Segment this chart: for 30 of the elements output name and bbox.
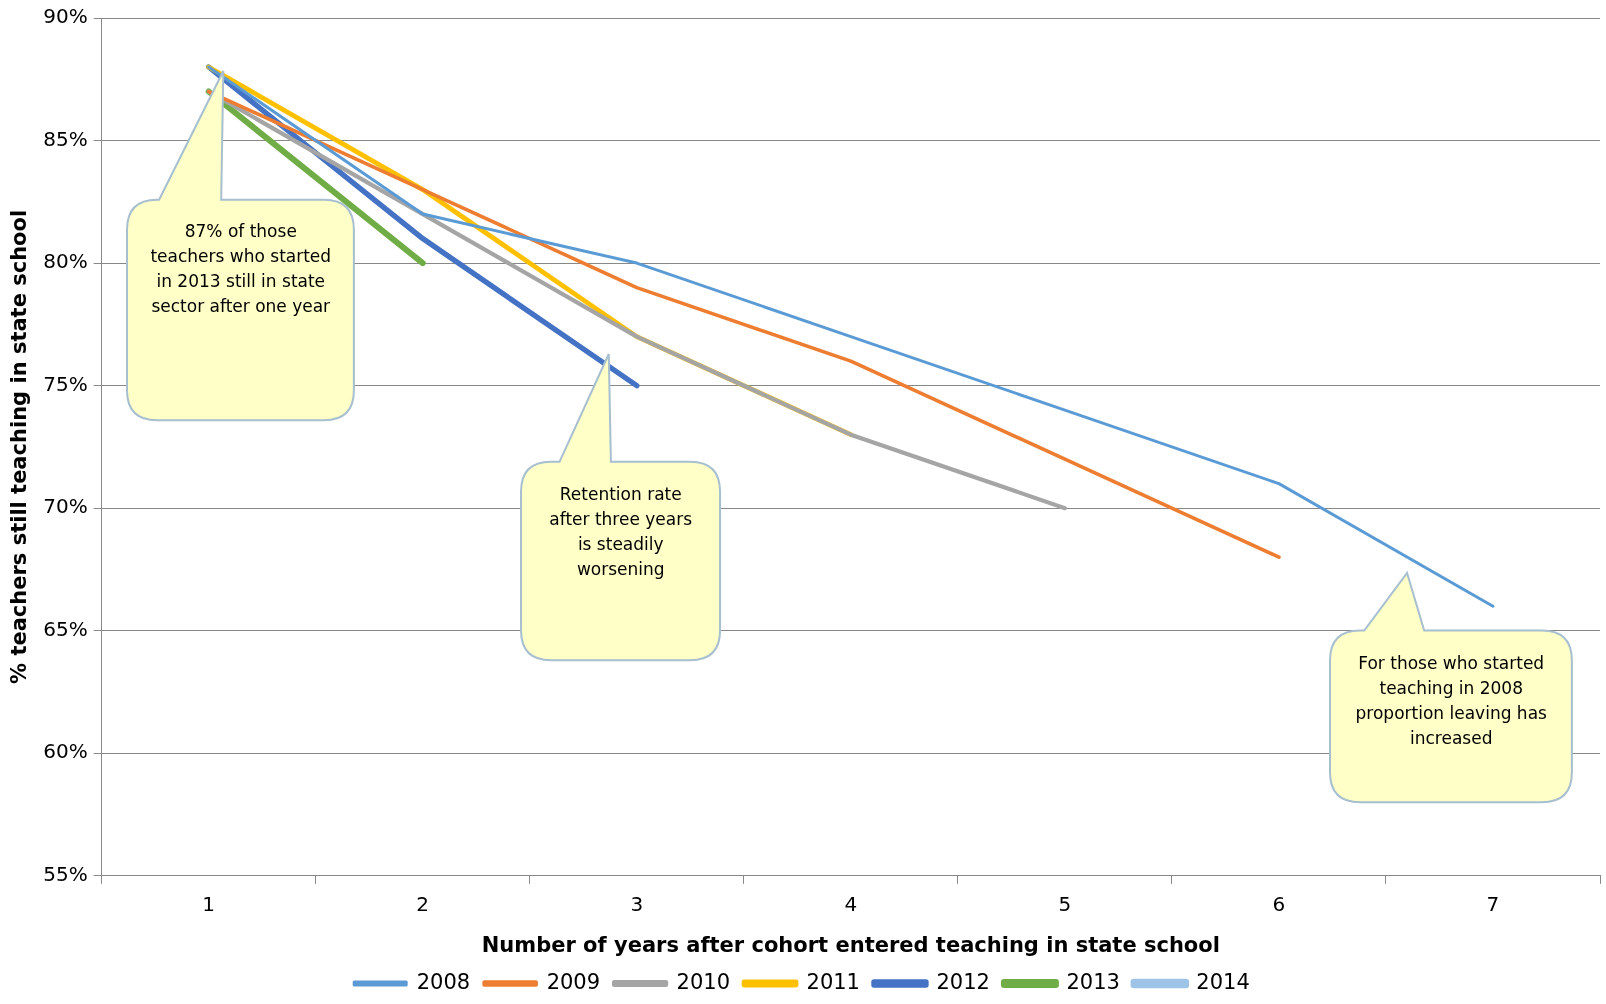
y-axis-title: % teachers still teaching in state school xyxy=(7,209,32,684)
y-tick-label: 65% xyxy=(43,616,88,641)
speech-bubble: 87% of those teachers who started in 2013 still in state sector after one year xyxy=(127,70,355,420)
legend-label: 2013 xyxy=(1066,969,1120,994)
x-axis-title: Number of years after cohort entered teaching in state school xyxy=(481,932,1220,957)
y-tick-label: 80% xyxy=(43,249,88,274)
speech-bubble: Retention rate after three years is steadily worsening xyxy=(521,353,721,661)
x-tick-label: 4 xyxy=(844,892,858,916)
annotation: For those who started teaching in 2008 proportion leaving has increased xyxy=(1354,651,1548,750)
legend-label: 2014 xyxy=(1196,969,1250,994)
x-tick-label: 6 xyxy=(1272,892,1286,916)
legend-label: 2008 xyxy=(416,969,471,994)
x-tick-label: 2 xyxy=(416,892,430,916)
legend-label: 2012 xyxy=(936,969,990,994)
y-tick-label: 60% xyxy=(43,739,88,764)
speech-bubble: For those who started teaching in 2008 proportion leaving has increased xyxy=(1330,573,1573,803)
annotation: Retention rate after three years is steadily worsening xyxy=(548,482,694,581)
x-tick-label: 7 xyxy=(1486,892,1500,916)
y-tick-label: 75% xyxy=(43,371,88,396)
legend-label: 2011 xyxy=(806,969,860,994)
y-tick-label: 55% xyxy=(43,862,88,886)
x-tick-label: 1 xyxy=(202,892,216,916)
legend-label: 2009 xyxy=(546,969,601,994)
x-tick-label: 3 xyxy=(630,892,644,916)
y-tick-label: 90% xyxy=(43,4,88,29)
legend-label: 2010 xyxy=(676,969,731,994)
y-tick-label: 70% xyxy=(43,494,88,519)
y-tick-label: 85% xyxy=(43,126,88,151)
x-tick-label: 5 xyxy=(1058,892,1072,916)
annotation: 87% of those teachers who started in 2013 still in state sector after one year xyxy=(149,220,333,319)
